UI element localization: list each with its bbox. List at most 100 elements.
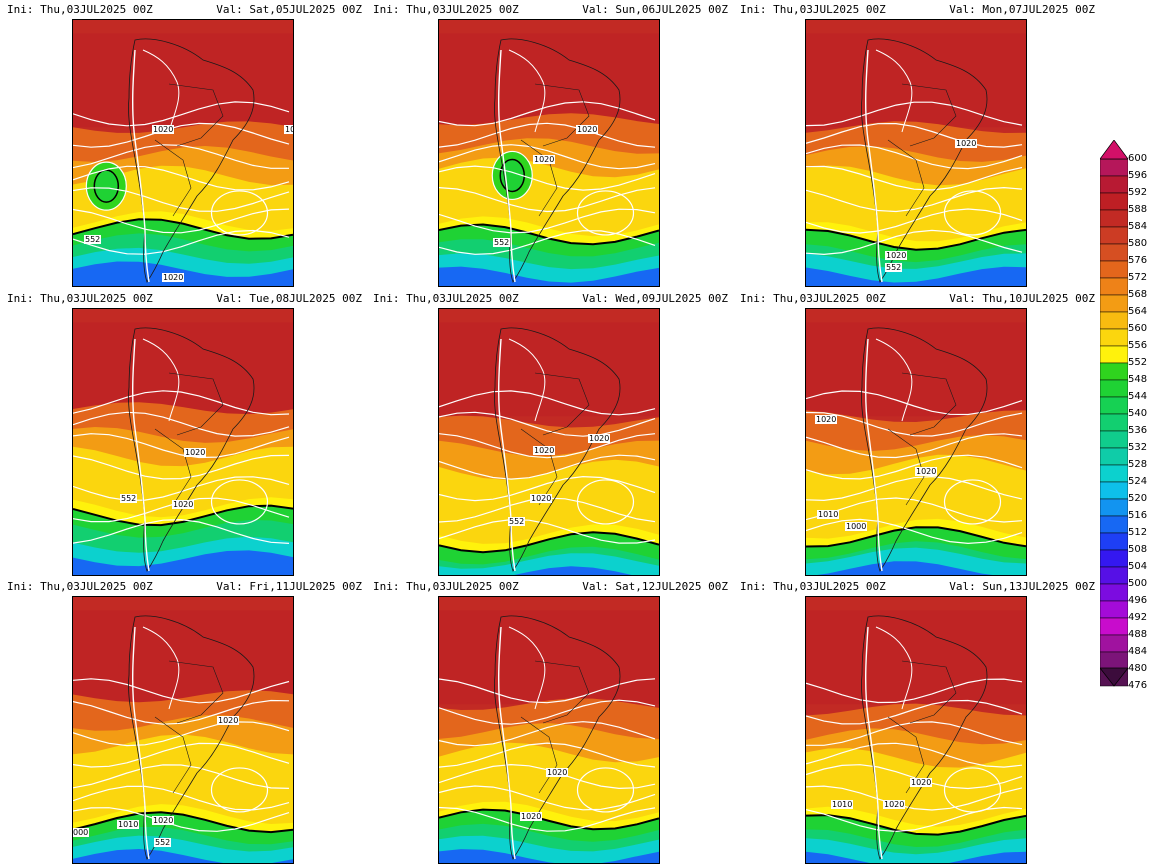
- high-pressure-isoline: [576, 190, 635, 236]
- contour-label-box: [885, 263, 902, 272]
- colorbar-level-label: 528: [1128, 459, 1148, 470]
- pressure-isoline: [439, 742, 656, 768]
- country-border: [534, 372, 590, 436]
- contour-label-box: [117, 820, 139, 829]
- contour-label-box: [576, 125, 598, 134]
- contour-label-box: [84, 235, 101, 244]
- colorbar-cell: [1100, 566, 1128, 585]
- map-plot: 1020 1020 552: [438, 19, 660, 287]
- panel-header: Ini: Thu,03JUL2025 00Z Val: Mon,07JUL2025…: [740, 3, 1095, 17]
- contour-label: 1020: [886, 251, 906, 260]
- contour-label: 1020: [163, 273, 183, 282]
- contour-552-line: [439, 531, 659, 554]
- map-field: 1020 1020 552: [439, 20, 659, 286]
- colorbar-cell: [1100, 413, 1128, 432]
- contour-label-box: [184, 448, 206, 457]
- high-pressure-isoline: [210, 190, 269, 236]
- country-border: [168, 372, 224, 436]
- pressure-isoline: [806, 122, 1023, 148]
- init-time-label: Ini: Thu,03JUL2025 00Z: [373, 292, 519, 305]
- pressure-isoline: [439, 518, 656, 544]
- forecast-panel: Ini: Thu,03JUL2025 00Z Val: Fri,11JUL2025…: [0, 577, 366, 865]
- pressure-isoline: [806, 186, 1023, 213]
- contour-label: 1020: [185, 448, 205, 457]
- high-pressure-isoline: [943, 767, 1002, 813]
- country-border: [901, 372, 957, 436]
- colorbar: [1100, 140, 1128, 687]
- country-border: [520, 139, 558, 217]
- colorbar-level-label: 552: [1128, 357, 1148, 368]
- map-plot: 1020 1020 1020 552: [72, 19, 294, 287]
- country-border: [534, 83, 590, 147]
- contour-label-box: [831, 800, 853, 809]
- panel-header: Ini: Thu,03JUL2025 00Z Val: Sun,13JUL2025…: [740, 580, 1095, 594]
- map-plot: 1020 1020 1010: [805, 596, 1027, 864]
- init-time-label: Ini: Thu,03JUL2025 00Z: [740, 580, 886, 593]
- high-pressure-isoline: [210, 767, 269, 813]
- forecast-panel: Ini: Thu,03JUL2025 00Z Val: Mon,07JUL2025…: [733, 0, 1099, 288]
- colorbar-cell: [1100, 362, 1128, 381]
- colorbar-level-label: 592: [1128, 187, 1148, 198]
- contour-label: 1020: [589, 434, 609, 443]
- country-border: [168, 83, 224, 147]
- map-plot: 1020 1020 552 1010 000: [72, 596, 294, 864]
- init-time-label: Ini: Thu,03JUL2025 00Z: [373, 3, 519, 16]
- colorbar-level-label: 596: [1128, 170, 1148, 181]
- contour-label-box: [815, 415, 837, 424]
- pressure-isoline: [73, 476, 290, 501]
- contour-label-box: [508, 517, 525, 526]
- contour-552-line: [73, 504, 293, 527]
- pressure-isoline: [73, 742, 290, 768]
- colorbar-level-label: 544: [1128, 391, 1148, 402]
- init-time-label: Ini: Thu,03JUL2025 00Z: [7, 3, 153, 16]
- forecast-panel: Ini: Thu,03JUL2025 00Z Val: Thu,10JUL2025…: [733, 289, 1099, 577]
- contour-label-box: [955, 139, 977, 148]
- high-pressure-isoline: [943, 479, 1002, 525]
- pressure-isoline: [806, 229, 1023, 256]
- colorbar-level-label: 516: [1128, 510, 1148, 521]
- high-pressure-isoline: [210, 479, 269, 525]
- pressure-isoline: [439, 411, 656, 437]
- contour-label: 552: [85, 235, 100, 244]
- contour-label-box: [883, 800, 905, 809]
- thickness-band-592: [439, 33, 659, 128]
- terrain-contour: [508, 338, 546, 422]
- pressure-isoline: [439, 390, 656, 416]
- valid-time-label: Val: Wed,09JUL2025 00Z: [582, 292, 728, 305]
- colorbar-level-label: 560: [1128, 323, 1148, 334]
- contour-label: 1000: [846, 522, 866, 531]
- terrain-contour: [508, 626, 546, 710]
- colorbar-level-label: 504: [1128, 561, 1148, 572]
- colorbar-cell: [1100, 617, 1128, 636]
- colorbar-level-label: 584: [1128, 221, 1148, 232]
- forecast-panel: Ini: Thu,03JUL2025 00Z Val: Sat,05JUL2025…: [0, 0, 366, 288]
- thickness-band-592: [439, 610, 659, 705]
- country-border: [901, 660, 957, 724]
- colorbar-level-label: 500: [1128, 578, 1148, 589]
- forecast-panel: Ini: Thu,03JUL2025 00Z Val: Tue,08JUL2025…: [0, 289, 366, 577]
- valid-time-label: Val: Sat,12JUL2025 00Z: [582, 580, 728, 593]
- terrain-contour: [875, 338, 913, 422]
- contour-label-box: [73, 828, 89, 837]
- colorbar-level-label: 564: [1128, 306, 1148, 317]
- pressure-isoline: [806, 764, 1023, 790]
- country-border: [168, 660, 224, 724]
- colorbar-cell: [1100, 294, 1128, 313]
- andes-topography-contour: [864, 626, 883, 860]
- colorbar-cell: [1100, 209, 1128, 228]
- contour-label-box: [915, 467, 937, 476]
- colorbar-cell: [1100, 226, 1128, 245]
- panel-header: Ini: Thu,03JUL2025 00Z Val: Wed,09JUL2025…: [373, 292, 728, 306]
- pressure-isoline: [73, 101, 290, 127]
- thickness-band-592: [806, 322, 1026, 417]
- pressure-isoline: [73, 229, 290, 255]
- continent-outline: [861, 615, 988, 860]
- map-plot: 1020 1020 552: [805, 19, 1027, 287]
- colorbar-level-label: 548: [1128, 374, 1148, 385]
- pressure-isoline: [439, 208, 656, 234]
- valid-time-label: Val: Mon,07JUL2025 00Z: [949, 3, 1095, 16]
- continent-outline: [861, 327, 988, 572]
- pressure-isoline: [439, 144, 656, 170]
- pressure-isoline: [806, 518, 1023, 545]
- colorbar-level-label: 556: [1128, 340, 1148, 351]
